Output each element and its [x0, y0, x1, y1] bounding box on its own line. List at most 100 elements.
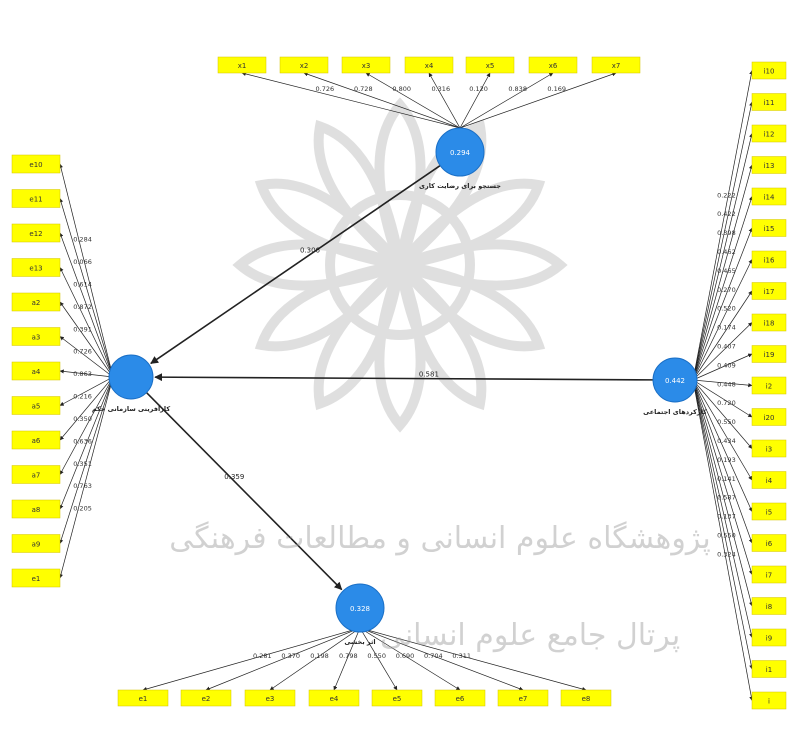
indicator-label: a2 — [32, 299, 41, 307]
indicator-x4[interactable]: x4 — [404, 56, 454, 74]
indicator-label: e11 — [29, 196, 42, 204]
indicator-a4[interactable]: a4 — [11, 361, 61, 381]
indicator-box — [751, 219, 787, 237]
path-arrow-left-bottom — [145, 392, 343, 591]
loading-value: 0.763 — [73, 482, 92, 490]
latent-left[interactable]: کارآفرینی سازمانی حکم — [92, 354, 171, 413]
indicator-i10[interactable]: i10 — [751, 61, 787, 80]
indicator-x1[interactable]: x1 — [217, 56, 267, 74]
indicator-box — [751, 660, 787, 678]
indicator-e5[interactable]: e5 — [371, 689, 423, 707]
indicator-e1[interactable]: e1 — [11, 568, 61, 588]
indicator-e6[interactable]: e6 — [434, 689, 486, 707]
indicator-e8[interactable]: e8 — [560, 689, 612, 707]
indicator-box — [434, 689, 486, 707]
loading-arrow — [359, 627, 587, 692]
indicator-i8[interactable]: i8 — [751, 597, 787, 615]
indicator-i11[interactable]: i11 — [751, 93, 787, 111]
indicator-i14[interactable]: i14 — [751, 187, 787, 206]
indicator-i18[interactable]: i18 — [751, 313, 787, 332]
indicator-e12[interactable]: e12 — [11, 223, 61, 243]
loading-arrow — [692, 133, 754, 381]
indicator-i12[interactable]: i12 — [751, 124, 787, 143]
indicator-i20[interactable]: i20 — [751, 408, 787, 426]
indicator-box — [11, 568, 61, 588]
latent-circle — [335, 583, 385, 633]
indicator-x3[interactable]: x3 — [341, 56, 391, 74]
indicator-box — [751, 502, 787, 521]
loading-value: 0.520 — [717, 305, 736, 313]
indicator-x2[interactable]: x2 — [279, 56, 329, 74]
loading-arrow — [692, 196, 753, 381]
latent-bottom[interactable]: 0.328 اثر بخشی — [335, 583, 385, 646]
loading-value: 0.422 — [717, 210, 736, 218]
indicator-i4[interactable]: i4 — [751, 471, 787, 489]
loading-arrow — [241, 71, 461, 129]
indicator-a2[interactable]: a2 — [11, 292, 61, 312]
loading-value: 0.726 — [73, 348, 92, 356]
loading-arrow — [333, 627, 361, 691]
indicator-e3[interactable]: e3 — [244, 689, 296, 707]
indicator-a3[interactable]: a3 — [11, 327, 61, 346]
indicator-box — [751, 124, 787, 143]
loading-value: 0.838 — [508, 85, 527, 93]
indicator-x7[interactable]: x7 — [591, 56, 641, 74]
loading-value: 0.550 — [717, 418, 736, 426]
indicator-a6[interactable]: a6 — [11, 430, 61, 450]
loading-value: 0.720 — [717, 399, 736, 407]
loading-value: 0.120 — [469, 85, 488, 93]
indicator-i16[interactable]: i16 — [751, 250, 787, 269]
indicator-label: i2 — [766, 383, 772, 391]
indicator-i6[interactable]: i6 — [751, 534, 787, 552]
loading-arrow — [692, 290, 753, 381]
indicator-box — [751, 597, 787, 615]
indicator-box — [751, 313, 787, 332]
indicator-a7[interactable]: a7 — [11, 465, 61, 484]
indicator-i5[interactable]: i5 — [751, 502, 787, 521]
indicator-a5[interactable]: a5 — [11, 396, 61, 415]
indicator-e13[interactable]: e13 — [11, 258, 61, 277]
indicator-i3[interactable]: i3 — [751, 439, 787, 458]
indicator-e10[interactable]: e10 — [11, 154, 61, 174]
indicator-i13[interactable]: i13 — [751, 156, 787, 174]
indicator-i2[interactable]: i2 — [751, 376, 787, 395]
indicator-e4[interactable]: e4 — [308, 689, 360, 707]
loading-arrow — [692, 379, 753, 544]
indicator-x5[interactable]: x5 — [465, 56, 515, 74]
indicator-label: a7 — [32, 472, 41, 480]
indicator-e7[interactable]: e7 — [497, 689, 549, 707]
indicator-label: e2 — [202, 695, 211, 703]
indicator-i19[interactable]: i19 — [751, 345, 787, 363]
loading-value: 0.066 — [73, 258, 92, 266]
indicator-x6[interactable]: x6 — [528, 56, 578, 74]
indicator-label: i10 — [764, 68, 775, 76]
indicator-i9[interactable]: i9 — [751, 628, 787, 647]
indicator-e1[interactable]: e1 — [117, 689, 169, 707]
loading-value: 0.350 — [73, 415, 92, 423]
loading-value: 0.311 — [452, 652, 471, 660]
indicator-i15[interactable]: i15 — [751, 219, 787, 237]
indicator-box — [751, 471, 787, 489]
indicator-label: i7 — [766, 572, 772, 580]
loading-arrow — [692, 101, 754, 381]
indicator-a9[interactable]: a9 — [11, 534, 61, 553]
loading-arrow — [692, 379, 753, 575]
latent-top[interactable]: 0.294 جستجو برای رضایت کاری — [419, 127, 501, 190]
indicator-e2[interactable]: e2 — [180, 689, 232, 707]
indicator-i[interactable]: i — [751, 691, 787, 710]
indicator-i7[interactable]: i7 — [751, 565, 787, 584]
indicator-box — [560, 689, 612, 707]
indicator-box — [751, 691, 787, 710]
loading-value: 0.324 — [717, 550, 736, 558]
indicator-i1[interactable]: i1 — [751, 660, 787, 678]
indicator-e11[interactable]: e11 — [11, 189, 61, 208]
indicator-label: i19 — [764, 351, 775, 359]
watermark-petal — [398, 239, 568, 291]
watermark — [232, 97, 568, 433]
indicator-box — [11, 396, 61, 415]
loading-arrow — [59, 376, 114, 475]
indicator-i17[interactable]: i17 — [751, 282, 787, 300]
indicator-a8[interactable]: a8 — [11, 499, 61, 519]
latent-right[interactable]: 0.442 کارکردهای اجتماعی — [643, 357, 707, 416]
